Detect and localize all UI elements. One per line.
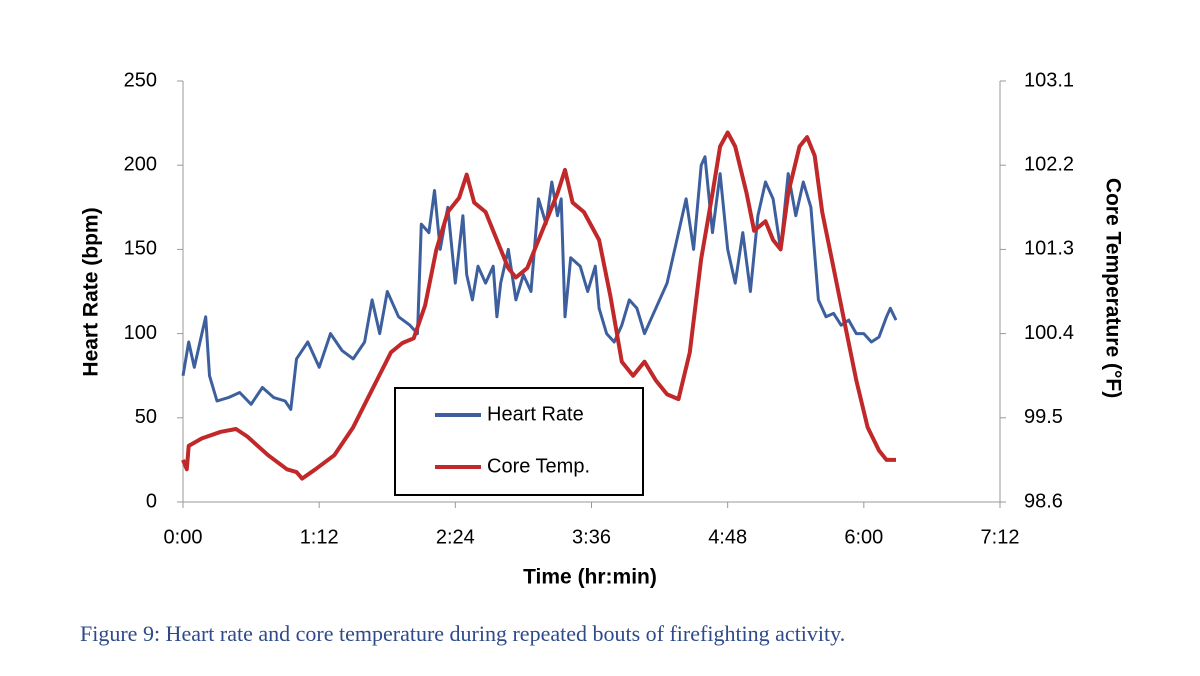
y-tick-label: 50 [135,406,157,428]
y2-tick-label: 103.1 [1024,69,1074,91]
x-tick-label: 3:36 [572,526,611,548]
legend-box [394,387,644,496]
x-tick-label: 0:00 [164,526,203,548]
y2-tick-label: 100.4 [1024,322,1074,344]
y2-tick-label: 98.6 [1024,490,1063,512]
y-tick-label: 200 [124,153,157,175]
x-tick-label: 4:48 [708,526,747,548]
x-axis-title: Time (hr:min) [523,566,657,589]
y2-tick-label: 101.3 [1024,238,1074,260]
y-tick-label: 0 [146,490,157,512]
legend-label: Heart Rate [487,403,584,425]
caption: Figure 9: Heart rate and core temperatur… [80,621,845,646]
legend-label: Core Temp. [487,455,590,477]
y2-axis-title: Core Temperature (°F) [1101,178,1124,398]
y2-tick-label: 102.2 [1024,153,1074,175]
y-axis-title: Heart Rate (bpm) [80,207,103,376]
y-tick-label: 150 [124,238,157,260]
x-tick-label: 6:00 [844,526,883,548]
x-tick-label: 1:12 [300,526,339,548]
y-tick-label: 100 [124,322,157,344]
y2-tick-label: 99.5 [1024,406,1063,428]
y-tick-label: 250 [124,69,157,91]
series-line [181,130,896,481]
x-tick-label: 2:24 [436,526,475,548]
x-tick-label: 7:12 [981,526,1020,548]
